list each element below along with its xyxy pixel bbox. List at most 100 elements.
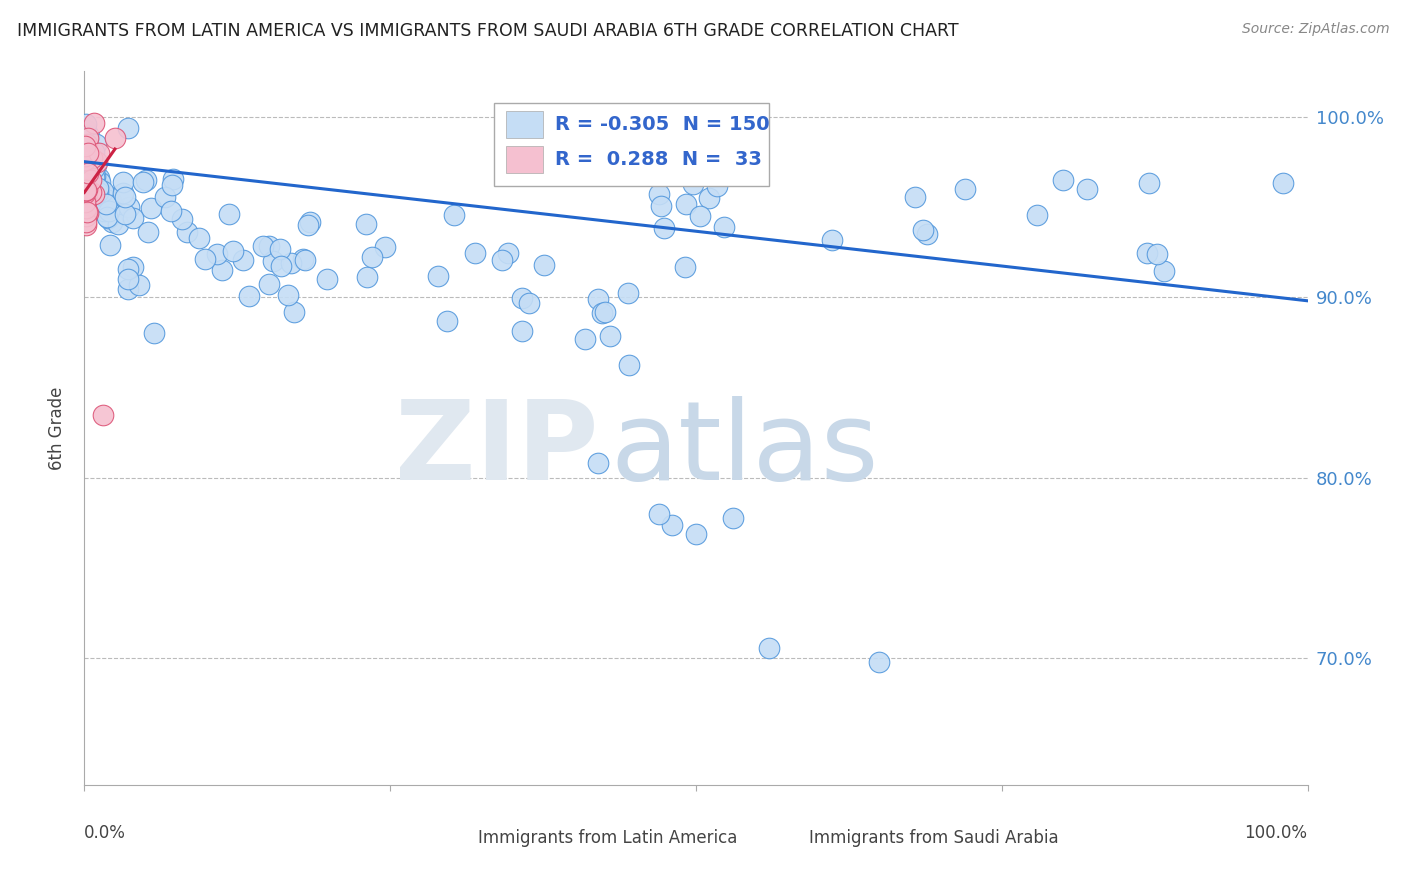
Point <box>118 200 141 214</box>
Point <box>87 171 110 186</box>
Point <box>121 211 143 225</box>
Point <box>138 225 160 239</box>
Point <box>591 306 613 320</box>
Point <box>75 148 97 162</box>
Point <box>75 153 97 168</box>
FancyBboxPatch shape <box>446 826 472 849</box>
Point <box>86 176 108 190</box>
Point <box>76 182 98 196</box>
Point <box>491 252 513 267</box>
Point <box>259 239 281 253</box>
Point <box>76 134 98 148</box>
Point <box>706 179 728 194</box>
Point <box>188 231 211 245</box>
Point <box>75 201 97 215</box>
Point <box>75 117 97 131</box>
Point <box>650 198 672 212</box>
Point <box>170 212 193 227</box>
Point <box>111 175 134 189</box>
Point <box>82 166 104 180</box>
Point <box>510 324 533 338</box>
Point <box>73 148 96 162</box>
Point <box>218 207 240 221</box>
Point <box>354 217 377 231</box>
Point <box>619 358 641 372</box>
Point <box>593 305 616 319</box>
Point <box>586 456 609 470</box>
Point <box>128 278 150 293</box>
Point <box>162 171 184 186</box>
Text: Immigrants from Latin America: Immigrants from Latin America <box>478 829 738 847</box>
Point <box>93 204 115 219</box>
Point <box>79 145 101 159</box>
Point <box>132 175 155 189</box>
Text: Immigrants from Saudi Arabia: Immigrants from Saudi Arabia <box>808 829 1059 847</box>
Text: R =  0.288  N =  33: R = 0.288 N = 33 <box>555 150 762 169</box>
Text: atlas: atlas <box>610 396 879 503</box>
Point <box>675 197 697 211</box>
Point <box>821 233 844 247</box>
Point <box>77 143 100 157</box>
Point <box>76 204 98 219</box>
Point <box>647 186 669 201</box>
Point <box>294 252 316 267</box>
Y-axis label: 6th Grade: 6th Grade <box>48 386 66 470</box>
Point <box>1052 173 1074 187</box>
Point <box>1136 245 1159 260</box>
Point <box>697 191 720 205</box>
Point <box>517 295 540 310</box>
Point <box>356 270 378 285</box>
Point <box>1272 177 1295 191</box>
Point <box>104 131 127 145</box>
Point <box>82 164 104 178</box>
Point <box>574 332 596 346</box>
Point <box>82 151 104 165</box>
Point <box>953 182 976 196</box>
Point <box>75 183 97 197</box>
Point <box>617 286 640 301</box>
Point <box>1026 208 1049 222</box>
Point <box>713 220 735 235</box>
Point <box>721 510 744 524</box>
Point <box>75 218 97 232</box>
Point <box>685 526 707 541</box>
Point <box>86 202 108 216</box>
Point <box>90 185 112 199</box>
Point <box>83 115 105 129</box>
Point <box>758 640 780 655</box>
Point <box>83 186 105 201</box>
Point <box>107 217 129 231</box>
Point <box>238 289 260 303</box>
Point <box>91 184 114 198</box>
Point <box>76 137 98 152</box>
Point <box>259 277 281 292</box>
Point <box>443 208 465 222</box>
Point <box>84 180 107 194</box>
Point <box>682 177 704 191</box>
Point <box>82 168 104 182</box>
Point <box>87 181 110 195</box>
Point <box>80 147 103 161</box>
Text: R = -0.305  N = 150: R = -0.305 N = 150 <box>555 115 770 135</box>
Point <box>361 250 384 264</box>
FancyBboxPatch shape <box>506 145 543 173</box>
Point <box>79 186 101 200</box>
Point <box>117 272 139 286</box>
Point <box>498 246 520 260</box>
Text: ZIP: ZIP <box>395 396 598 503</box>
Point <box>89 175 111 189</box>
Point <box>292 252 315 266</box>
Point <box>83 161 105 175</box>
Point <box>73 186 96 201</box>
Point <box>75 138 97 153</box>
Point <box>73 139 96 153</box>
Point <box>915 227 938 242</box>
Point <box>141 201 163 215</box>
Point <box>98 237 121 252</box>
Point <box>114 189 136 203</box>
Point <box>143 326 166 341</box>
Point <box>87 179 110 194</box>
Point <box>269 243 291 257</box>
Point <box>111 186 134 200</box>
Point <box>97 193 120 207</box>
